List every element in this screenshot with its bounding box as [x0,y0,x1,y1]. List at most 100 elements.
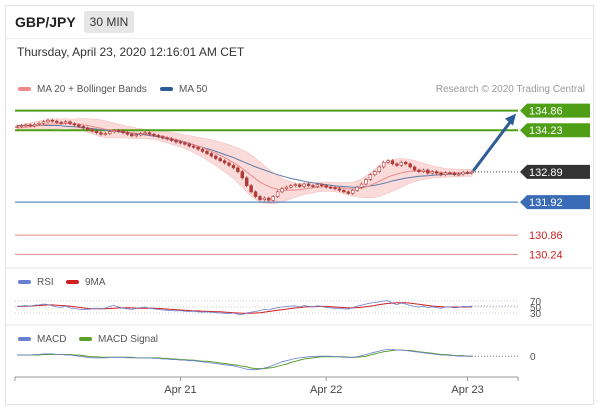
candle-body [386,160,390,163]
chart-frame [5,5,594,405]
candle-body [404,161,408,165]
candle-body [275,191,280,197]
candle-body [461,171,465,175]
candle-body [103,133,108,135]
candle-body [183,142,187,145]
macd-zero-label: 0 [530,352,536,363]
candle-body [32,123,37,127]
candle-body [85,127,90,130]
candle-body [205,151,209,154]
ma20-swatch [18,87,31,92]
macd-swatch [18,337,31,342]
candle-body [165,137,169,140]
macd-line [17,348,472,371]
candle-body [324,185,328,188]
candle-body [311,185,315,187]
level-tag-131.92 [520,195,590,210]
candle-body [112,130,116,133]
rsi-level-label: 50 [530,303,542,314]
candle-body [390,160,395,165]
candle-body [116,130,121,132]
header-divider [6,38,592,39]
ma20-line [16,122,472,191]
bollinger-band [16,118,473,204]
candle-body [99,132,103,135]
candle-body [209,153,214,157]
candle-body [46,119,50,123]
candle-body [430,171,434,174]
legend-macd-label: MACD [37,334,67,345]
level-tag-134.86 [520,103,590,118]
candle-body [227,162,231,166]
legend-macd-signal: MACD Signal [79,334,158,345]
legend-ma50: MA 50 [160,84,207,95]
candle-body [373,171,377,176]
candle-body [108,131,112,134]
candle-body [306,183,311,186]
candle-body [253,191,258,197]
candle-body [245,177,249,186]
timeframe-button[interactable]: 30 MIN [84,11,134,33]
candle-body [143,132,147,134]
candle-body [465,171,470,174]
candle-body [328,186,333,189]
candle-body [298,184,302,187]
legend-rsi9: 9MA [66,277,106,288]
candle-body [267,197,271,201]
candle-body [81,126,85,129]
candle-body [443,172,448,176]
candle-body [412,166,417,171]
candle-body [284,186,289,190]
level-tag-134.23 [520,123,590,138]
candle-body [178,141,183,144]
candle-body [426,169,430,174]
candle-body [15,126,19,128]
candle-body [333,187,337,190]
candle-body [218,158,222,162]
candle-body [138,133,143,136]
candle-body [280,188,284,193]
rsi-level-label: 70 [530,297,542,308]
candle-body [395,163,399,166]
rsi9-swatch [66,280,79,285]
candle-body [72,123,77,126]
candle-body [174,140,178,143]
candle-body [68,121,72,124]
candle-body [337,188,342,191]
rsi-line [16,300,473,315]
legend-macd-signal-label: MACD Signal [98,334,159,345]
timestamp: Thursday, April 23, 2020 12:16:01 AM CET [17,45,245,59]
legend-rsi: RSI [18,277,54,288]
level-label-134.86: 134.86 [529,106,563,118]
rsi-swatch [18,280,31,285]
level-label-131.92: 131.92 [529,197,563,209]
level-tag-132.89 [520,164,590,179]
rsi-level-label: 30 [530,309,542,320]
candle-body [315,184,320,187]
macd-signal-line [17,349,472,370]
candle-body [377,166,381,172]
legend-rsi9-label: 9MA [85,277,106,288]
candle-body [152,133,156,136]
candle-body [452,172,457,176]
candle-body [28,124,32,127]
level-label-132.89: 132.89 [529,167,563,179]
candle-body [90,129,94,132]
candle-body [37,123,41,125]
level-label-134.23: 134.23 [529,125,563,137]
candle-body [50,119,55,122]
legend-macd: MACD [18,334,66,345]
rsi9-line [17,302,473,314]
candle-body [196,147,200,150]
candle-body [271,196,275,201]
candle-body [258,196,262,200]
candle-body [346,191,351,194]
candle-body [368,174,373,180]
credit-text: Research © 2020 Trading Central [435,84,585,95]
candle-body [320,184,324,186]
candle-body [191,145,196,148]
candle-body [434,171,439,174]
candle-body [399,161,404,166]
macd-signal-swatch [79,337,92,342]
